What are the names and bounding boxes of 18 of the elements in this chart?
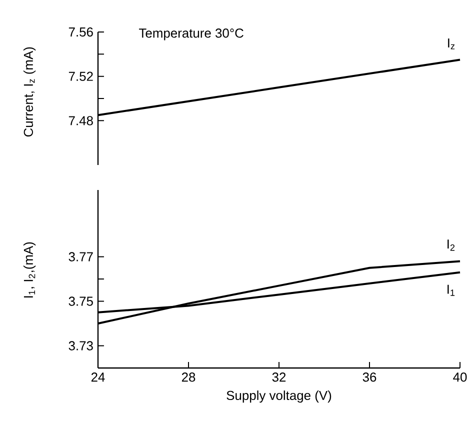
- chart-title: Temperature 30°C: [139, 28, 244, 40]
- y-axis-title: I$_{1}$, I$_{2}$,(mA): [23, 242, 36, 298]
- y-tick-label: 7.52: [68, 72, 93, 81]
- y-tick-label: 7.56: [68, 27, 93, 37]
- x-tick-label: 28: [182, 372, 196, 382]
- y-tick-label: 3.73: [68, 341, 93, 350]
- y-tick-label: 3.75: [68, 296, 93, 306]
- y-tick-label: 7.48: [68, 116, 93, 126]
- series-label: I$_{1}$: [448, 284, 455, 296]
- y-tick-label: 3.77: [68, 252, 93, 262]
- x-tick-label: 40: [453, 372, 467, 382]
- x-tick-label: 24: [91, 372, 105, 382]
- series-label: I$_{2}$: [448, 240, 455, 251]
- x-axis-title: Supply voltage (V): [226, 390, 332, 403]
- y-axis-title: Current, I$_{z}$ (mA): [23, 47, 36, 137]
- series-label: I$_{z}$: [448, 38, 455, 50]
- x-tick-label: 36: [362, 372, 376, 382]
- x-tick-label: 32: [272, 372, 286, 382]
